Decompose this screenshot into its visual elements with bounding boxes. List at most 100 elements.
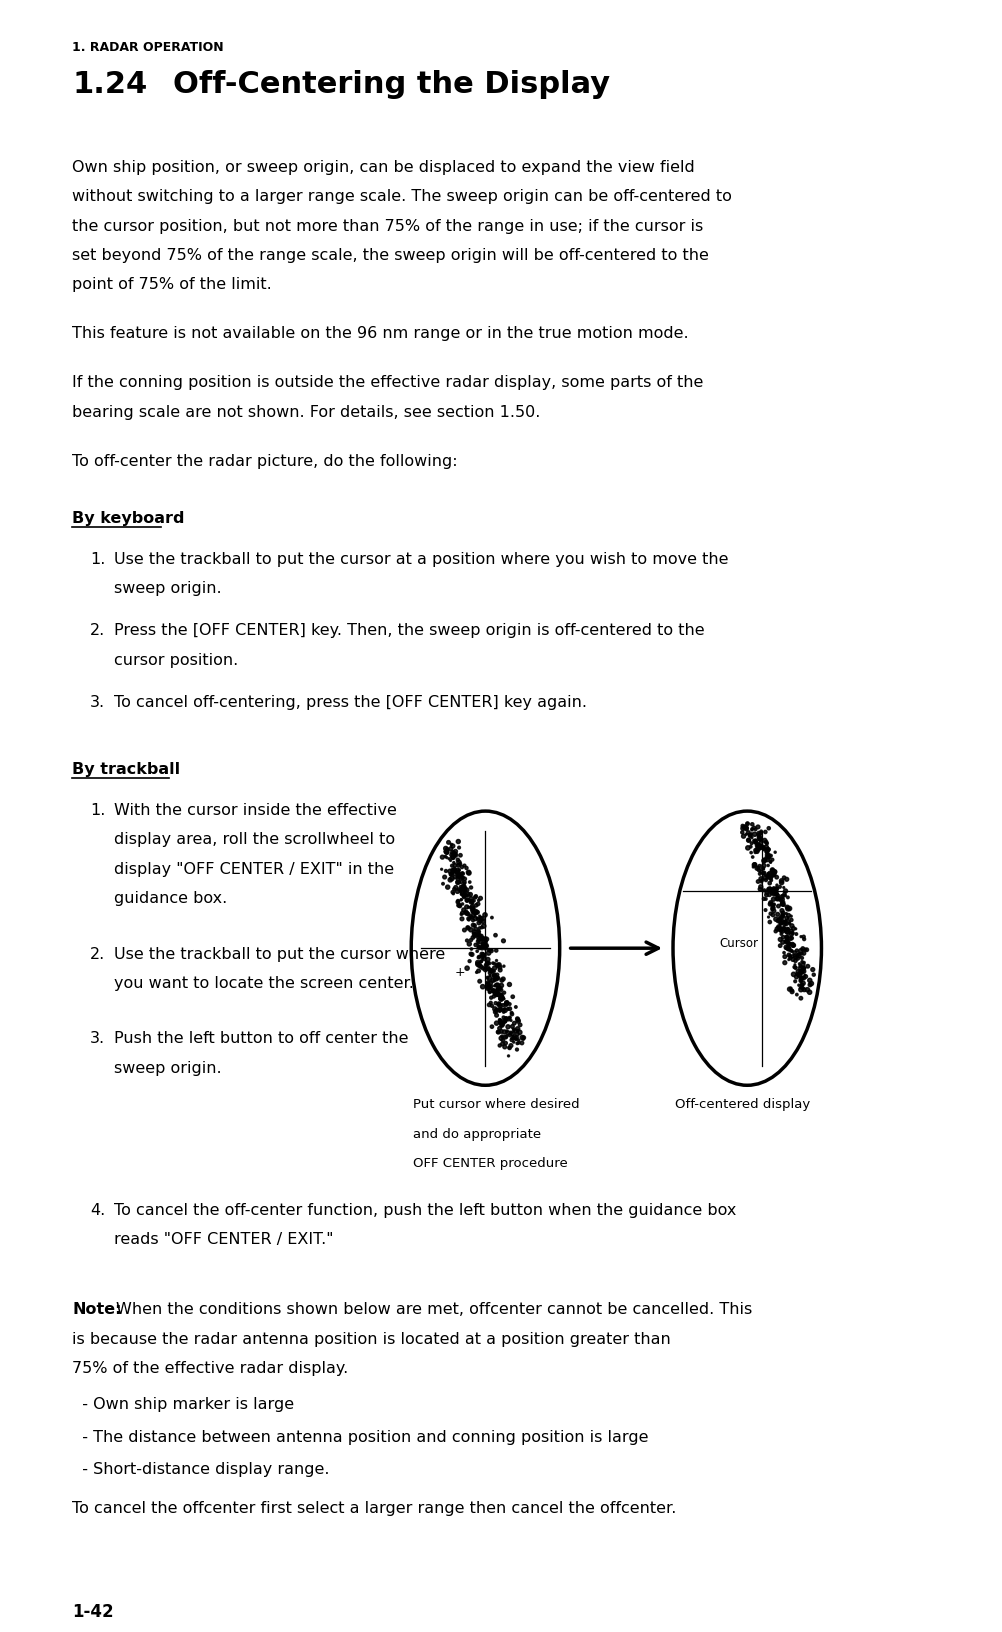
Point <box>492 1007 508 1033</box>
Point <box>776 865 792 891</box>
Point <box>767 878 783 904</box>
Point <box>459 955 475 981</box>
Point <box>468 899 484 925</box>
Point <box>459 914 475 940</box>
Point <box>793 976 809 1002</box>
Point <box>761 863 777 889</box>
Point <box>756 852 772 878</box>
Point <box>498 991 514 1017</box>
Point <box>747 829 764 855</box>
Point <box>771 907 787 934</box>
Point <box>756 860 772 886</box>
Point <box>497 1007 513 1033</box>
Point <box>758 829 774 855</box>
Point <box>794 945 810 971</box>
Point <box>470 920 486 947</box>
Point <box>775 899 791 925</box>
Point <box>754 867 770 893</box>
Point <box>770 907 786 934</box>
Point <box>455 873 471 899</box>
Point <box>501 1005 517 1031</box>
Point <box>505 1023 521 1049</box>
Point <box>453 901 469 927</box>
Point <box>442 858 458 885</box>
Point <box>478 932 494 958</box>
Point <box>439 875 455 901</box>
Point <box>437 839 453 865</box>
Point <box>749 855 766 881</box>
Point <box>753 873 769 899</box>
Point <box>513 1030 529 1056</box>
Point <box>454 854 470 880</box>
Point <box>450 889 466 916</box>
Point <box>492 1010 508 1036</box>
Point <box>455 865 471 891</box>
Point <box>477 955 493 981</box>
Point <box>748 834 765 860</box>
Point <box>781 942 797 968</box>
Point <box>486 996 502 1022</box>
Point <box>781 935 797 961</box>
Point <box>471 968 487 994</box>
Point <box>790 942 806 968</box>
Point <box>798 937 814 963</box>
Point <box>480 940 496 966</box>
Point <box>470 924 486 950</box>
Point <box>743 818 760 844</box>
Point <box>780 947 796 973</box>
Point <box>491 982 507 1009</box>
Point <box>774 919 790 945</box>
Point <box>469 950 485 976</box>
Point <box>783 907 799 934</box>
Point <box>477 929 493 955</box>
Point <box>477 935 493 961</box>
Point <box>450 852 466 878</box>
Point <box>461 860 477 886</box>
Point <box>778 906 794 932</box>
Point <box>509 1005 525 1031</box>
Point <box>737 816 754 842</box>
Point <box>503 1000 519 1027</box>
Point <box>503 1027 519 1053</box>
Point <box>437 844 453 870</box>
Point <box>449 870 465 896</box>
Point <box>474 925 490 951</box>
Point <box>491 1033 507 1059</box>
Point <box>793 965 809 991</box>
Point <box>794 935 810 961</box>
Point <box>473 922 489 948</box>
Point <box>487 981 503 1007</box>
Point <box>788 965 804 991</box>
Point <box>757 819 773 845</box>
Point <box>493 982 509 1009</box>
Point <box>482 963 498 989</box>
Point <box>491 999 507 1025</box>
Point <box>758 844 774 870</box>
Point <box>803 971 819 997</box>
Point <box>756 847 772 873</box>
Point <box>447 852 463 878</box>
Point <box>501 1022 517 1048</box>
Text: OFF CENTER procedure: OFF CENTER procedure <box>413 1157 567 1170</box>
Point <box>474 974 490 1000</box>
Text: Press the [OFF CENTER] key. Then, the sweep origin is off-centered to the: Press the [OFF CENTER] key. Then, the sw… <box>114 623 704 638</box>
Point <box>760 837 776 863</box>
Point <box>475 943 491 969</box>
Point <box>438 839 454 865</box>
Point <box>468 898 484 924</box>
Point <box>510 1027 526 1053</box>
Point <box>492 1007 508 1033</box>
Point <box>774 898 790 924</box>
Point <box>482 974 498 1000</box>
Point <box>475 909 491 935</box>
Point <box>454 899 470 925</box>
Point <box>494 1023 510 1049</box>
Point <box>792 986 808 1012</box>
Point <box>486 961 502 987</box>
Point <box>796 925 812 951</box>
Point <box>485 978 501 1004</box>
Point <box>766 862 782 888</box>
Point <box>779 924 795 950</box>
Point <box>779 930 795 956</box>
Point <box>773 920 789 947</box>
